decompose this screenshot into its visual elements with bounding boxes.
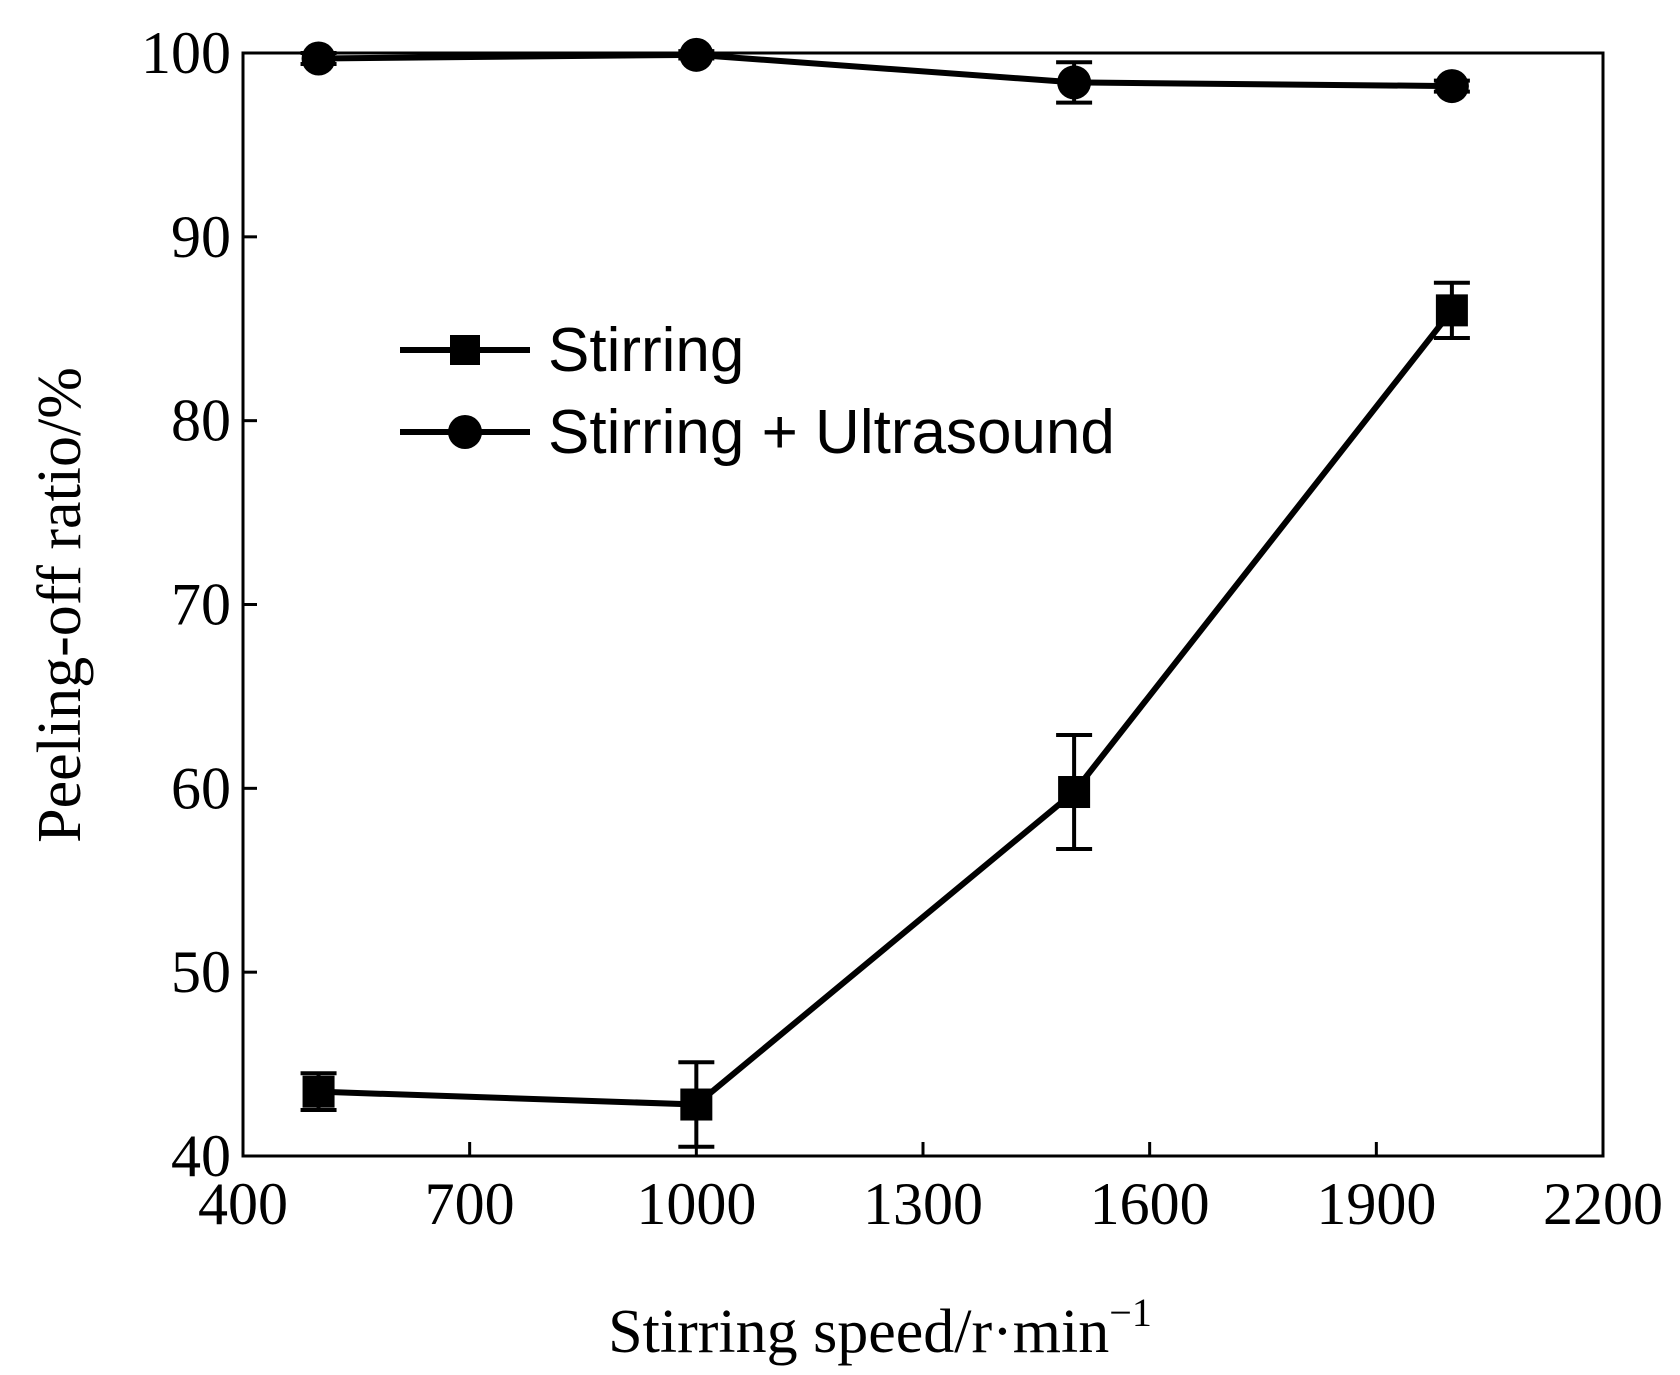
- x-axis-title: Stirring speed/r·min−1: [608, 1290, 1152, 1366]
- x-tick-label: 400: [198, 1171, 288, 1237]
- data-point-ultrasound: [301, 41, 336, 76]
- data-point-stirring: [1058, 776, 1091, 809]
- legend-label-ultrasound: Stirring + Ultrasound: [548, 398, 1115, 467]
- legend: Stirring Stirring + Ultrasound: [400, 316, 1115, 467]
- data-point-ultrasound: [1434, 69, 1469, 104]
- y-axis-title: Peeling-off ratio/%: [26, 367, 94, 843]
- plot-frame: [241, 51, 1605, 1158]
- data-point-stirring: [680, 1088, 713, 1121]
- data-point-ultrasound: [679, 37, 714, 72]
- y-tick-label: 40: [171, 1123, 231, 1189]
- series-line-ultrasound: [318, 51, 1452, 90]
- x-axis-ticks: 400 700 1000 1300 1600 1900 2200: [198, 1142, 1663, 1237]
- y-tick-label: 70: [171, 572, 231, 638]
- legend-marker-square: [450, 335, 480, 365]
- data-point-stirring: [1435, 294, 1468, 327]
- x-tick-label: 1900: [1316, 1171, 1436, 1237]
- y-tick-label: 80: [171, 388, 231, 454]
- x-tick-label: 1000: [636, 1171, 756, 1237]
- y-tick-label: 90: [171, 204, 231, 270]
- x-tick-label: 2200: [1543, 1171, 1663, 1237]
- y-tick-label: 60: [171, 755, 231, 821]
- y-axis-ticks: 40 50 60 70 80 90 100: [141, 20, 257, 1189]
- x-tick-label: 1600: [1090, 1171, 1210, 1237]
- y-tick-label: 50: [171, 939, 231, 1005]
- x-axis-title-superscript: −1: [1109, 1290, 1152, 1335]
- y-tick-label: 100: [141, 20, 231, 86]
- x-tick-label: 700: [425, 1171, 515, 1237]
- data-point-ultrasound: [1057, 65, 1092, 100]
- data-point-stirring: [302, 1075, 335, 1108]
- x-axis-title-main: Stirring speed/r·min: [608, 1298, 1109, 1366]
- legend-label-stirring: Stirring: [548, 316, 744, 385]
- series-line-stirring: [318, 308, 1455, 1108]
- series-layer: [300, 37, 1470, 1149]
- legend-marker-circle: [448, 415, 482, 449]
- x-tick-label: 1300: [863, 1171, 983, 1237]
